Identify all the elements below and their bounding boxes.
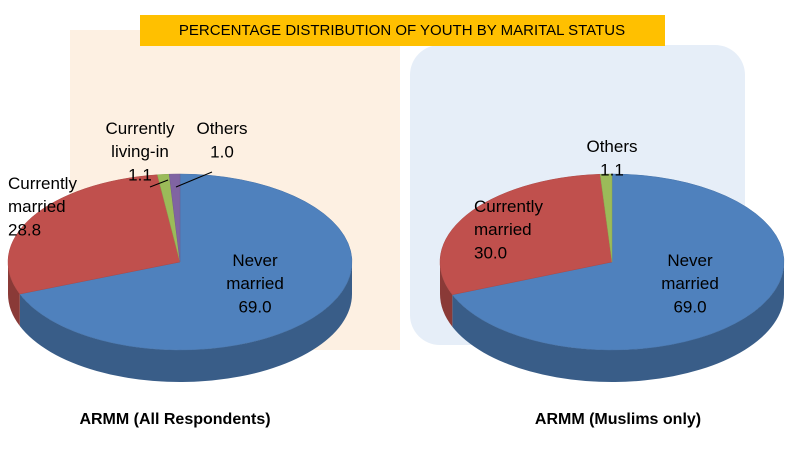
pie-slice [439, 173, 613, 296]
value-label: 28.8 [8, 220, 41, 239]
slice-label-line: Currently [474, 197, 543, 216]
pie-slice [7, 174, 181, 295]
pie-slice [451, 173, 785, 351]
slice-label-line: married [8, 197, 66, 216]
value-label: 1.1 [600, 160, 624, 179]
slice-label-line: married [661, 274, 719, 293]
slice-label: Never married [661, 251, 719, 293]
pie-caption: ARMM (All Respondents) [79, 411, 270, 428]
slice-label: Currently married [8, 174, 77, 216]
leader-line [149, 179, 169, 188]
value-label: 30.0 [474, 243, 507, 262]
pie-slice-side [452, 262, 784, 382]
slice-label: Others [196, 119, 247, 138]
value-label: 69.0 [673, 297, 706, 316]
slice-label: Others [586, 137, 637, 156]
slice-label-line: married [474, 220, 532, 239]
slice-label-line: Never [667, 251, 713, 270]
value-label: 1.0 [210, 142, 234, 161]
slice-label: Currently married [474, 197, 543, 239]
pie-slice [19, 173, 353, 351]
slice-label-line: Currently [106, 119, 175, 138]
pie-slice-side [8, 262, 20, 327]
value-label: 69.0 [238, 297, 271, 316]
slice-label-line: living-in [111, 142, 169, 161]
slice-label-line: Currently [8, 174, 77, 193]
slice-label: Currently living-in [106, 119, 175, 161]
slice-label: Never married [226, 251, 284, 293]
value-label: 1.1 [128, 165, 152, 184]
slice-label-line: Others [196, 119, 247, 138]
slice-label-line: Others [586, 137, 637, 156]
pie-slice-side [19, 262, 352, 383]
pie-slice [168, 173, 181, 263]
slice-label-line: Never [232, 251, 278, 270]
pie-caption: ARMM (Muslims only) [535, 411, 701, 428]
pie-slice-side [440, 262, 453, 327]
leader-line [175, 171, 213, 188]
pie-slice [599, 173, 613, 263]
slice-label-line: married [226, 274, 284, 293]
chart-title: PERCENTAGE DISTRIBUTION OF YOUTH BY MARI… [179, 22, 625, 39]
title-box [140, 15, 665, 46]
